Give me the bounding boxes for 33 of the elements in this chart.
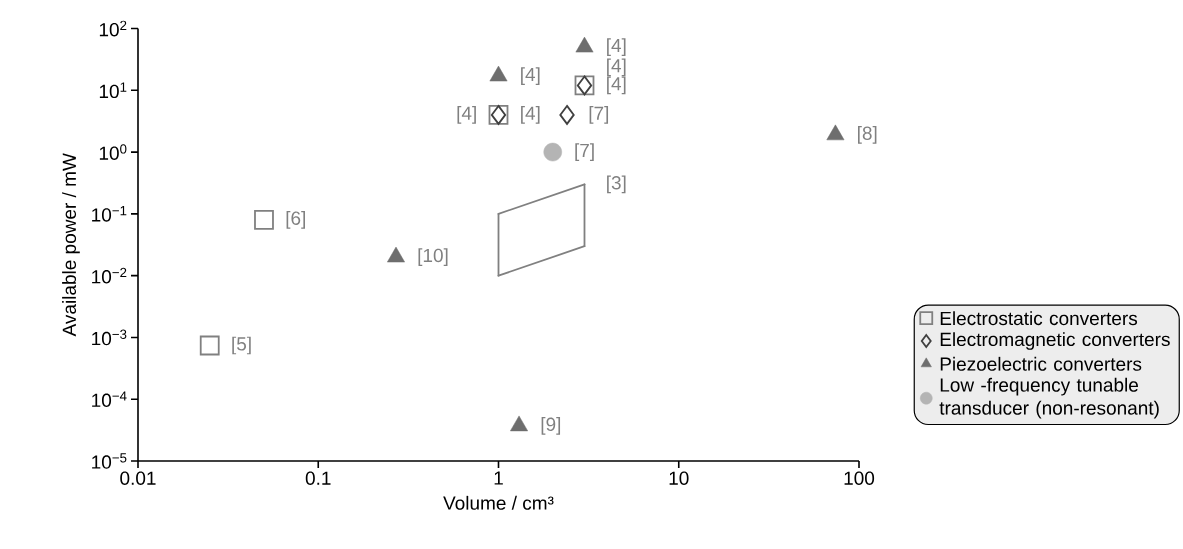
y-tick-label: 10$^{−2}$ [92,267,127,284]
y-tick-label: 10$^{−5}$ [92,453,127,469]
legend-label: Piezoelectric converters [940,356,1142,371]
y-tick-label: 10$^{−4}$ [92,391,127,408]
y-tick-label: 10$^{0}$ [99,144,127,160]
annotation: [4] [521,106,540,124]
annotation: [3] [607,175,626,194]
annotation: [9] [541,417,561,435]
annotation: [4] [607,58,626,77]
annotation: [4] [607,38,626,56]
annotation: [7] [575,143,594,161]
y-axis-title: Available power / mW [62,153,80,337]
y-tick-label: 10$^{−3}$ [92,329,127,346]
annotation: [8] [858,126,877,144]
annotation: [4] [521,67,540,85]
annotation: [10] [418,248,448,266]
y-tick-label: 10$^{−1}$ [92,206,127,222]
legend-label: Electrostatic converters [940,311,1138,326]
annotation: [7] [589,106,609,124]
annotation: [4] [457,106,476,124]
x-tick-label: 100 [844,471,875,485]
y-tick-label: 10$^{2}$ [99,20,127,37]
annotation: [5] [232,336,251,355]
x-tick-label: 0.01 [120,471,156,485]
annotation: [4] [607,76,626,95]
legend-label: Low -frequency tunable transducer (non-resonant) [939,377,1159,419]
legend-label: Electromagnetic converters [940,332,1170,350]
x-tick-label: 10 [669,471,689,485]
x-axis-title: Volume / cm³ [443,495,554,510]
y-tick-label: 10$^{1}$ [99,82,127,99]
annotation: [6] [286,211,305,229]
x-tick-label: 0.1 [305,471,331,485]
x-tick-label: 1 [494,471,503,485]
